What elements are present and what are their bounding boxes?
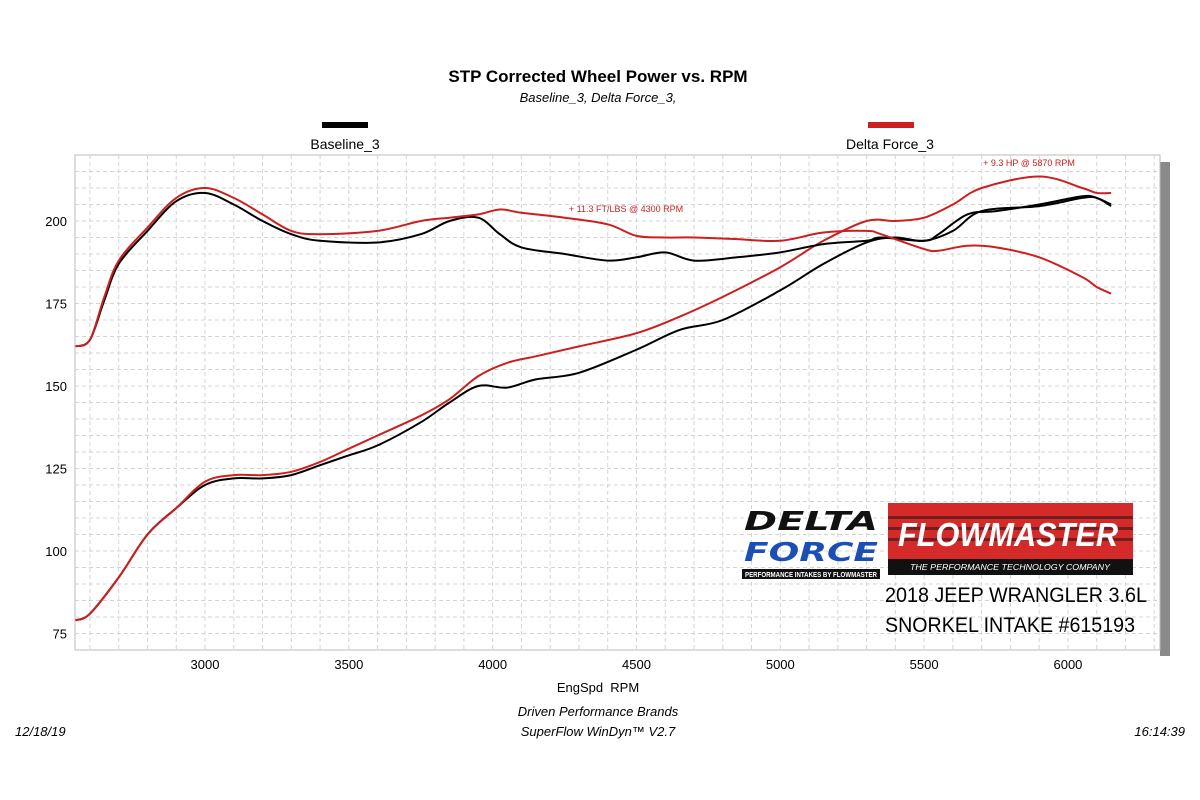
flowmaster-logo-name: FLOWMASTER [898, 516, 1118, 553]
legend-swatch-delta-force [868, 122, 914, 128]
vehicle-line2: SNORKEL INTAKE #615193 [885, 614, 1135, 637]
delta-force-logo-line1: DELTA [744, 507, 878, 537]
series-line-delta-force-3-torque [75, 186, 1112, 348]
x-tick-label: 5500 [910, 657, 939, 672]
y-tick-label: 75 [53, 627, 67, 642]
chart-subtitle: Baseline_3, Delta Force_3, [520, 90, 677, 105]
x-axis-label: EngSpd RPM [557, 680, 639, 695]
chart-title: STP Corrected Wheel Power vs. RPM [448, 67, 747, 86]
delta-force-logo: DELTA FORCE PERFORMANCE INTAKES BY FLOWM… [742, 507, 880, 579]
delta-force-logo-line2: FORCE [744, 538, 878, 568]
legend-label-baseline: Baseline_3 [310, 136, 379, 152]
series-line-delta-force-3-power [75, 175, 1112, 622]
series-line-baseline-3-power [75, 195, 1112, 622]
y-tick-label: 150 [45, 379, 67, 394]
grid [75, 155, 1160, 650]
footer-software: SuperFlow WinDyn™ V2.7 [521, 724, 676, 739]
x-tick-label: 3000 [191, 657, 220, 672]
series-lines [75, 175, 1112, 622]
legend-swatch-baseline [322, 122, 368, 128]
x-axis: 3000 3500 4000 4500 5000 5500 6000 [191, 657, 1083, 672]
x-tick-label: 4500 [622, 657, 651, 672]
footer-time: 16:14:39 [1134, 724, 1185, 739]
footer-date: 12/18/19 [15, 724, 66, 739]
legend: Baseline_3 Delta Force_3 [310, 122, 934, 152]
y-axis: 75 100 125 150 175 200 [45, 214, 67, 642]
x-tick-label: 3500 [334, 657, 363, 672]
delta-force-logo-tagline: PERFORMANCE INTAKES BY FLOWMASTER [745, 572, 877, 579]
x-tick-label: 6000 [1053, 657, 1082, 672]
y-tick-label: 175 [45, 297, 67, 312]
x-tick-label: 4000 [478, 657, 507, 672]
annotation-torque: + 11.3 FT/LBS @ 4300 RPM [569, 204, 683, 214]
y-tick-label: 200 [45, 214, 67, 229]
vehicle-line1: 2018 JEEP WRANGLER 3.6L [885, 584, 1147, 607]
legend-label-delta-force: Delta Force_3 [846, 136, 934, 152]
y-tick-label: 125 [45, 462, 67, 477]
x-tick-label: 5000 [766, 657, 795, 672]
footer-company: Driven Performance Brands [518, 704, 679, 719]
annotation-power: + 9.3 HP @ 5870 RPM [983, 158, 1075, 168]
y-tick-label: 100 [45, 544, 67, 559]
plot-shadow [1160, 162, 1170, 656]
series-line-baseline-3-torque [75, 191, 1112, 348]
flowmaster-logo-tagline: THE PERFORMANCE TECHNOLOGY COMPANY [910, 563, 1111, 572]
flowmaster-logo: FLOWMASTER THE PERFORMANCE TECHNOLOGY CO… [888, 503, 1133, 575]
